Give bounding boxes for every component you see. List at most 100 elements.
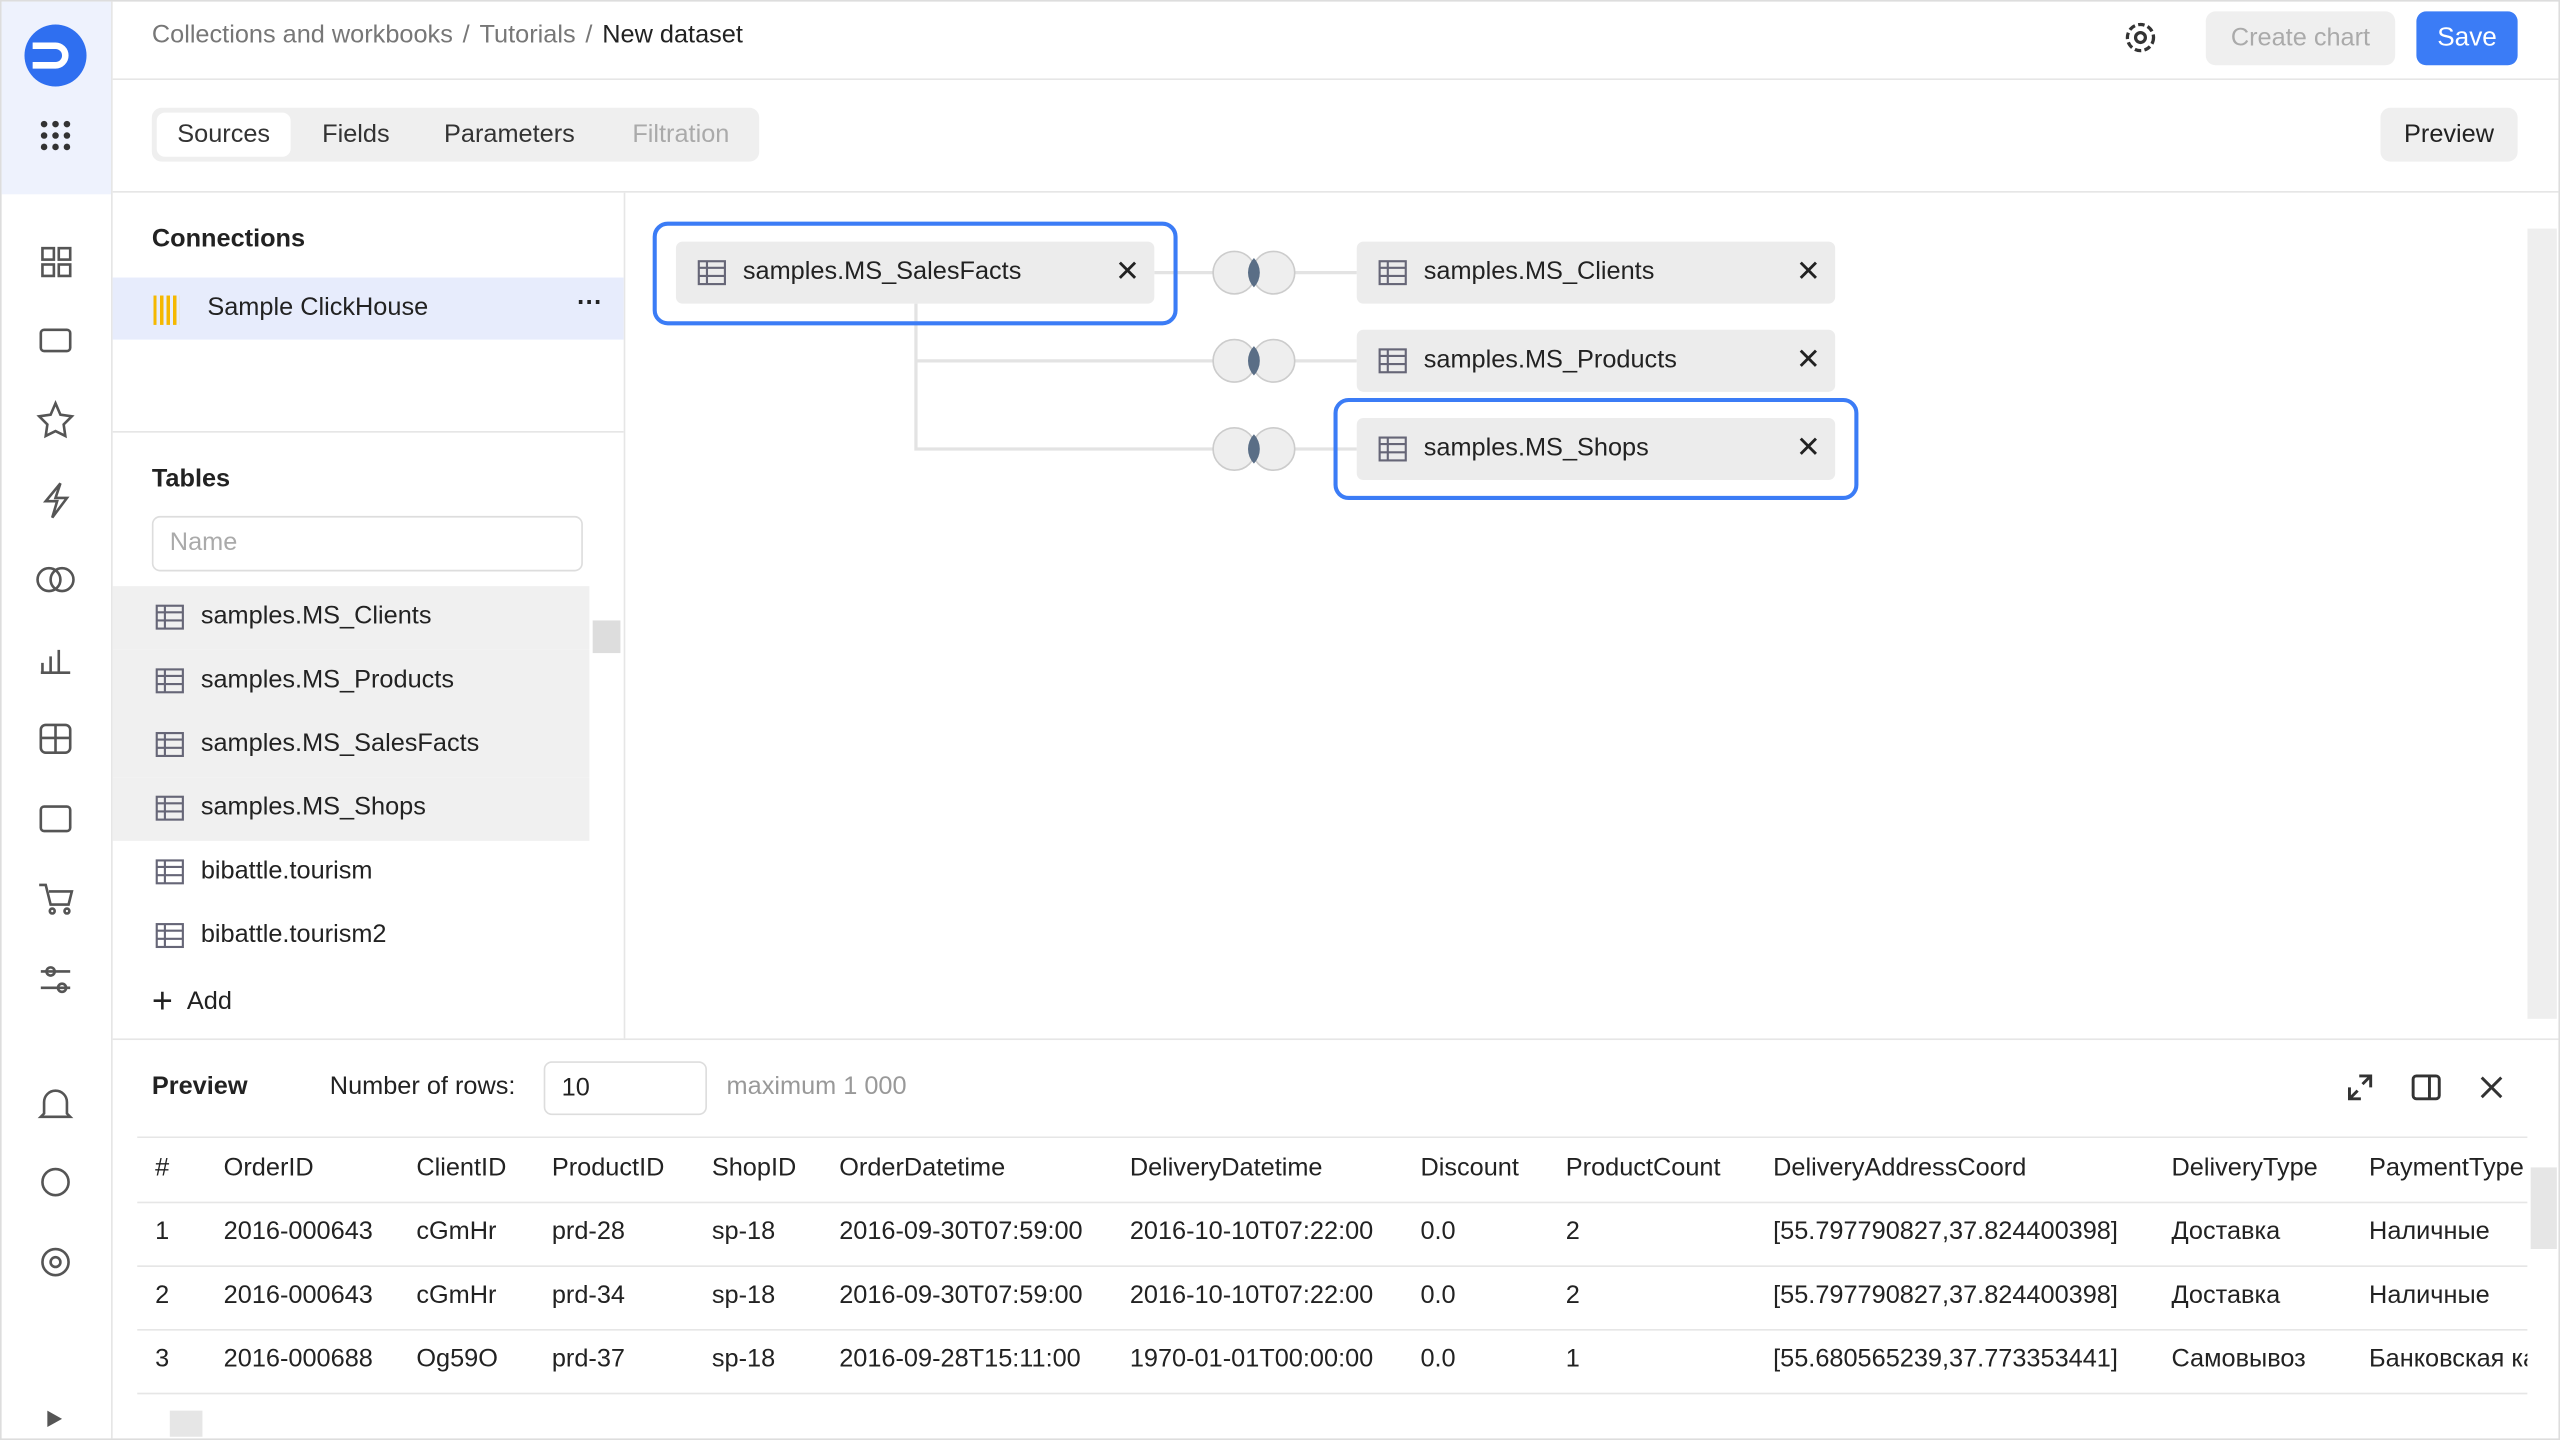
rows-input[interactable]: 10 xyxy=(543,1061,707,1116)
tab[interactable]: Sources xyxy=(156,112,291,157)
divider xyxy=(112,191,2559,193)
table-item[interactable] xyxy=(112,586,590,650)
column-header: ClientID xyxy=(416,1154,507,1183)
remove-button[interactable]: ✕ xyxy=(1795,342,1821,376)
table-scrollbar[interactable] xyxy=(2530,1167,2557,1250)
row-border xyxy=(137,1136,2528,1138)
tab[interactable]: Filtration xyxy=(632,120,730,149)
table-search[interactable]: Name xyxy=(151,515,583,572)
breadcrumb[interactable]: Tutorials xyxy=(479,21,576,49)
cell: sp-18 xyxy=(711,1345,776,1374)
source-node[interactable] xyxy=(1356,241,1836,304)
more-button[interactable]: ⋯ xyxy=(576,288,604,317)
column-header: OrderDatetime xyxy=(839,1154,1006,1183)
preview-button[interactable]: Preview xyxy=(2380,107,2518,162)
cell: 1 xyxy=(155,1217,170,1246)
cell: Доставка xyxy=(2171,1281,2281,1310)
remove-button[interactable]: ✕ xyxy=(1795,254,1821,288)
cell: 2016-10-10T07:22:00 xyxy=(1129,1217,1374,1246)
cell: 2016-09-30T07:59:00 xyxy=(839,1281,1083,1310)
row-border xyxy=(137,1392,2528,1395)
cell: 1970-01-01T00:00:00 xyxy=(1129,1345,1374,1374)
cell: cGmHr xyxy=(416,1217,497,1246)
node-name: samples.MS_Clients xyxy=(1423,257,1655,286)
preview-table: # OrderID ClientID ProductID ShopID OrderDate… xyxy=(137,1136,2528,1397)
table-icon xyxy=(155,795,184,821)
breadcrumb[interactable]: Collections and workbooks xyxy=(151,21,453,49)
cell: [55.797790827,37.824400398] xyxy=(1773,1281,2118,1310)
cell: 3 xyxy=(155,1345,170,1374)
cell: 2016-10-10T07:22:00 xyxy=(1129,1281,1374,1310)
rows-label: Number of rows: xyxy=(329,1072,516,1101)
cell: 2016-000643 xyxy=(223,1217,373,1246)
scrollbar-thumb[interactable] xyxy=(592,620,621,654)
cell: 2 xyxy=(1565,1281,1580,1310)
table-hscrollbar[interactable] xyxy=(169,1410,203,1437)
cell: [55.680565239,37.773353441] xyxy=(1773,1345,2118,1374)
node-name: samples.MS_SalesFacts xyxy=(742,257,1022,286)
source-node[interactable] xyxy=(675,241,1155,304)
table-icon xyxy=(697,260,726,286)
tab[interactable]: Fields xyxy=(322,120,390,149)
join-diagram xyxy=(652,221,1859,501)
table-item[interactable] xyxy=(112,713,590,778)
cell: 0.0 xyxy=(1420,1217,1456,1246)
cell: Наличные xyxy=(2369,1281,2490,1310)
max-note: maximum 1 000 xyxy=(726,1072,907,1101)
breadcrumb[interactable]: New dataset xyxy=(602,21,743,49)
table-icon xyxy=(155,923,184,949)
cell: cGmHr xyxy=(416,1281,497,1310)
divider xyxy=(112,78,2559,81)
remove-button[interactable]: ✕ xyxy=(1115,254,1140,288)
tabs: Sources Fields Parameters Filtration xyxy=(151,107,760,162)
table-name: samples.MS_Products xyxy=(200,666,454,694)
cell: 0.0 xyxy=(1420,1345,1456,1374)
cell: prd-28 xyxy=(551,1217,626,1246)
settings-icon[interactable] xyxy=(2119,16,2161,58)
table-name: samples.MS_Shops xyxy=(200,793,426,822)
separator: / xyxy=(462,21,470,49)
remove-button[interactable]: ✕ xyxy=(1795,431,1821,464)
connection-item[interactable]: Sample ClickHouse ⋯ xyxy=(112,277,624,340)
column-header: ShopID xyxy=(711,1154,797,1183)
connection-name: Sample ClickHouse xyxy=(207,293,429,322)
save-button[interactable]: Save xyxy=(2416,11,2518,66)
row-border xyxy=(137,1265,2528,1267)
cell: prd-37 xyxy=(551,1345,626,1374)
source-node[interactable] xyxy=(1356,329,1836,392)
cell: 2 xyxy=(1565,1217,1580,1246)
cell: 2016-000643 xyxy=(223,1281,373,1310)
column-header: DeliveryAddressCoord xyxy=(1773,1154,2027,1183)
column-header: OrderID xyxy=(223,1154,314,1183)
sidebar-border xyxy=(111,1,113,1439)
cell: 2016-09-30T07:59:00 xyxy=(839,1217,1083,1246)
table-item[interactable] xyxy=(112,777,590,841)
cell: prd-34 xyxy=(551,1281,626,1310)
cell: 0.0 xyxy=(1420,1281,1456,1310)
cell: Самовывоз xyxy=(2171,1345,2306,1374)
connection-icon xyxy=(153,295,180,325)
cell: 2016-09-28T15:11:00 xyxy=(839,1345,1081,1374)
table-name: bibattle.tourism2 xyxy=(200,920,387,949)
column-header: Discount xyxy=(1420,1154,1519,1183)
column-header: DeliveryDatetime xyxy=(1129,1154,1323,1183)
divider xyxy=(112,1038,2559,1041)
sidebar-icons xyxy=(24,24,87,1427)
tab[interactable]: Parameters xyxy=(443,120,575,149)
add-label: Add xyxy=(186,987,232,1016)
preview-controls[interactable] xyxy=(2335,1065,2515,1111)
table-item[interactable] xyxy=(112,649,590,714)
canvas-scrollbar[interactable] xyxy=(2527,228,2557,1019)
node-name: samples.MS_Shops xyxy=(1423,434,1649,463)
cell: [55.797790827,37.824400398] xyxy=(1773,1217,2118,1246)
preview-title: Preview xyxy=(151,1072,248,1101)
source-node[interactable] xyxy=(1356,417,1836,481)
create-chart-button[interactable]: Create chart xyxy=(2205,11,2396,66)
table-icon xyxy=(1378,260,1407,286)
table-name: samples.MS_Clients xyxy=(200,602,432,631)
add-table[interactable]: + Add xyxy=(152,982,232,1019)
node-name: samples.MS_Products xyxy=(1423,346,1677,374)
table-name: samples.MS_SalesFacts xyxy=(200,729,480,758)
